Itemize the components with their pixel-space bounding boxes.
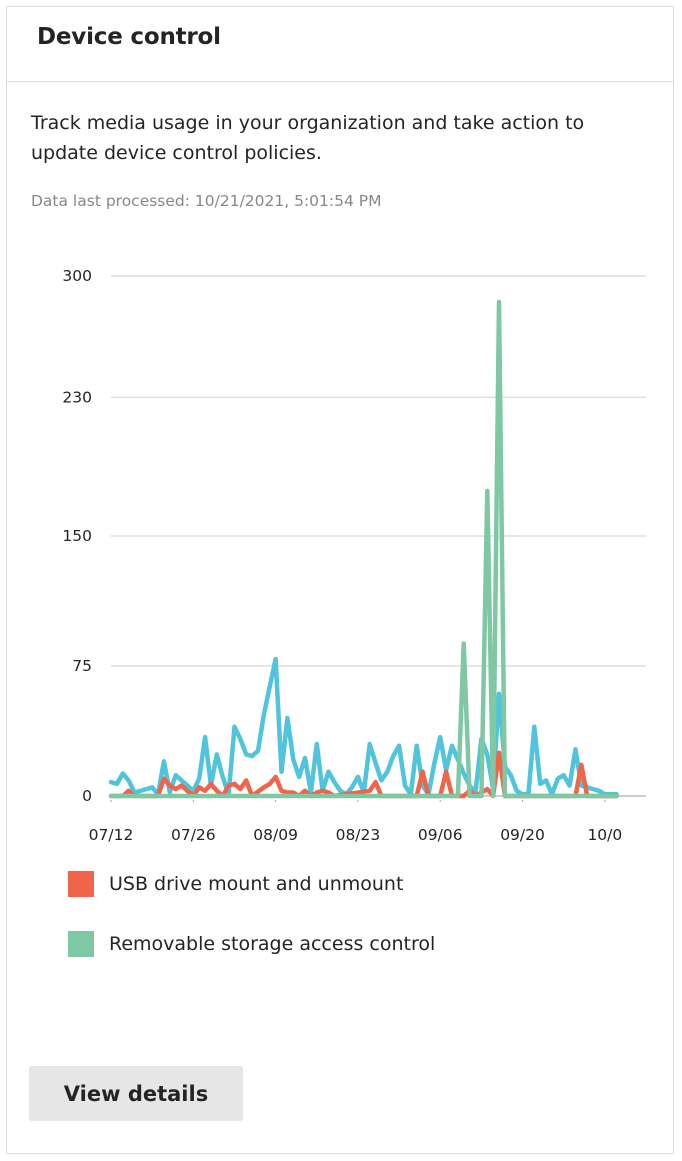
legend-swatch [68,931,94,957]
legend-label: USB drive mount and unmount [109,873,404,895]
last-processed-timestamp: Data last processed: 10/21/2021, 5:01:54… [31,192,382,210]
y-tick-label: 150 [62,527,92,545]
x-tick-label: 08/09 [253,826,298,844]
x-tick-label: 08/23 [336,826,381,844]
x-tick-label: 09/20 [500,826,545,844]
legend-item: Removable storage access control [68,930,435,958]
card-header [7,7,673,82]
legend-swatch [68,871,94,897]
chart-gridlines [111,275,646,797]
chart-legend: USB drive mount and unmount Removable sto… [68,870,435,990]
x-tick-label: 07/12 [89,826,134,844]
y-tick-label: 75 [72,657,92,675]
x-tick-label: 09/06 [418,826,463,844]
y-tick-label: 300 [62,267,92,285]
legend-label: Removable storage access control [109,933,436,955]
chart-series [108,299,619,799]
chart-y-axis: 0 75 150 230 300 [62,267,92,805]
device-usage-line-chart: 0 75 150 230 300 07/12 07/26 08/09 08/23 09/06 09… [62,267,646,844]
series-line-removable [108,299,619,799]
legend-item: USB drive mount and unmount [68,870,435,898]
x-tick-label: 07/26 [171,826,216,844]
x-tick-label: 10/0 [587,826,622,844]
card-description: Track media usage in your organization a… [31,112,585,164]
card-title: Device control [37,24,221,50]
chart-x-axis: 07/12 07/26 08/09 08/23 09/06 09/20 10/0 [89,800,622,844]
y-tick-label: 0 [82,787,92,805]
device-control-card [6,6,674,1154]
y-tick-label: 230 [62,388,92,406]
series-line-third [108,656,619,797]
view-details-button[interactable]: View details [29,1066,243,1121]
